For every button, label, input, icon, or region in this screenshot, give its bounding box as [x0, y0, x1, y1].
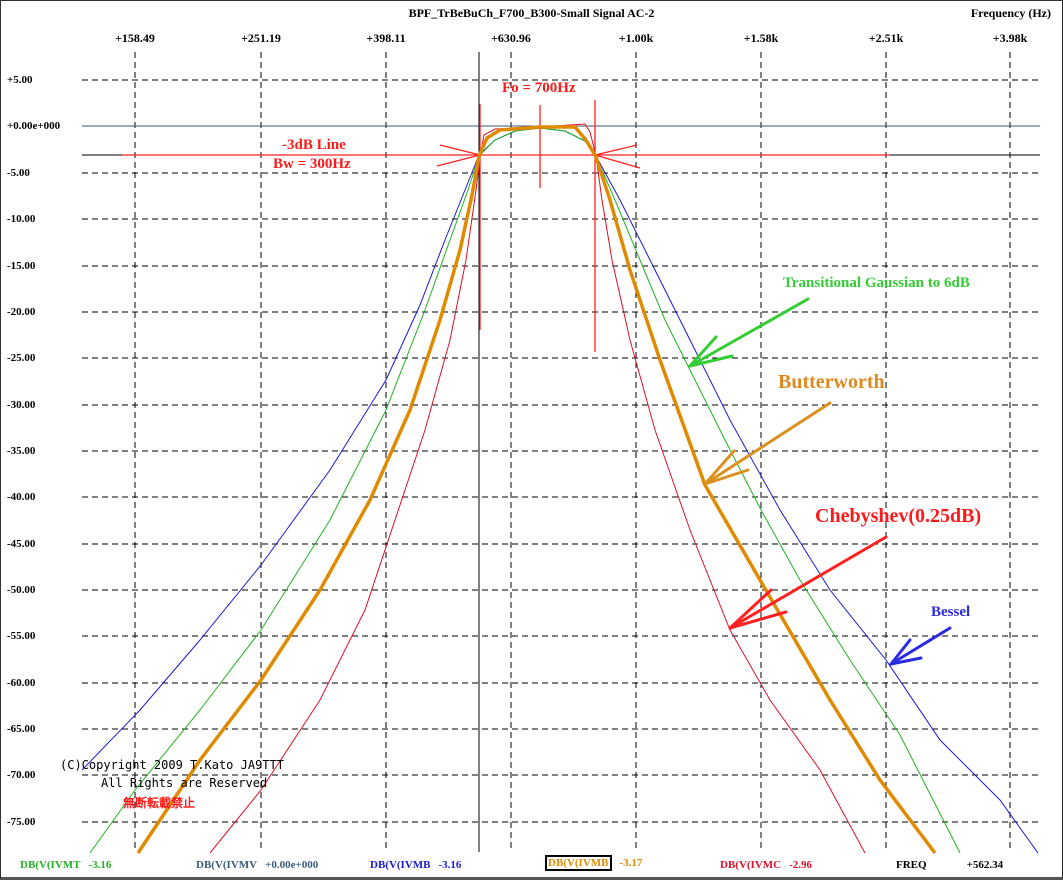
- legend-item-butterworth-selected[interactable]: DB(V(IVMB -3.17: [545, 855, 643, 871]
- butterworth-label: Butterworth: [778, 371, 885, 393]
- chebyshev-label: Chebyshev(0.25dB): [815, 505, 982, 527]
- legend-trace-value: -3.16: [88, 859, 112, 871]
- legend-trace-value: +562.34: [966, 859, 1004, 871]
- y-tick-label: -35.00: [7, 445, 36, 457]
- y-tick-label: -70.00: [7, 769, 36, 781]
- chebyshev-arrow-icon: [728, 535, 888, 630]
- y-tick-label: -75.00: [7, 816, 36, 828]
- y-tick-label: -65.00: [7, 723, 36, 735]
- plot-title: BPF_TrBeBuCh_F700_B300-Small Signal AC-2: [408, 6, 655, 20]
- legend-trace-name: DB(V(IVMC: [720, 859, 782, 871]
- y-tick-label: -45.00: [7, 538, 36, 550]
- minus3db-line-annotation: -3dB Line: [282, 137, 346, 153]
- bessel-trace: [81, 127, 1039, 854]
- y-tick-label: -10.00: [7, 213, 36, 225]
- horizontal-gridlines: [82, 79, 1040, 823]
- y-tick-label: +5.00: [7, 74, 33, 86]
- x-tick-label: +398.11: [366, 31, 406, 45]
- x-tick-label: +251.19: [241, 31, 281, 45]
- transitional-arrow-icon: [688, 297, 810, 368]
- x-tick-label: +158.49: [115, 31, 155, 45]
- y-tick-label: -5.00: [7, 167, 30, 179]
- legend-trace-value: -3.16: [438, 859, 462, 871]
- y-tick-label: -55.00: [7, 630, 36, 642]
- x-tick-label: +630.96: [491, 31, 531, 45]
- legend-trace-name: DB(V(IVMB: [545, 855, 612, 871]
- y-tick-label: +0.00e+000: [7, 120, 61, 132]
- butterworth-trace: [136, 125, 937, 855]
- legend-trace-value: -3.17: [619, 857, 643, 869]
- legend-trace-name: FREQ: [896, 859, 927, 871]
- vertical-gridlines: [134, 52, 1011, 852]
- y-tick-label: -15.00: [7, 260, 36, 272]
- y-tick-label: -25.00: [7, 352, 36, 364]
- legend-trace-name: DB(V(IVMV: [196, 859, 258, 871]
- legend-trace-value: +0.00e+000: [265, 859, 319, 871]
- x-tick-label: +1.58k: [743, 31, 779, 45]
- no-reproduction-line: 無断転載禁止: [123, 796, 196, 810]
- y-tick-label: -50.00: [7, 584, 36, 596]
- legend-trace-name: DB(V(IVMB: [370, 859, 431, 871]
- butterworth-arrow-icon: [703, 401, 832, 486]
- transitional-gaussian-trace: [89, 127, 961, 854]
- y-tick-label: -40.00: [7, 491, 36, 503]
- x-axis-unit-label: Frequency (Hz): [970, 6, 1051, 20]
- bessel-arrow-icon: [889, 626, 952, 666]
- y-tick-label: -60.00: [7, 677, 36, 689]
- transitional-label: Transitional Gaussian to 6dB: [783, 275, 970, 291]
- rights-line: All Rights are Reserved: [101, 776, 268, 790]
- legend-item-transitional[interactable]: DB(V(IVMT -3.16: [20, 859, 111, 871]
- bessel-label: Bessel: [931, 604, 971, 620]
- x-tick-label: +1.00k: [618, 31, 654, 45]
- legend-trace-value: -2.96: [789, 859, 813, 871]
- legend-trace-name: DB(V(IVMT: [20, 859, 81, 871]
- legend-item-chebyshev[interactable]: DB(V(IVMC -2.96: [720, 859, 812, 871]
- y-tick-label: -30.00: [7, 399, 36, 411]
- legend-item-reference[interactable]: DB(V(IVMV +0.00e+000: [196, 859, 318, 871]
- legend-item-freq[interactable]: FREQ +562.34: [896, 859, 1003, 871]
- legend-item-bessel[interactable]: DB(V(IVMB -3.16: [370, 859, 461, 871]
- y-tick-label: -20.00: [7, 306, 36, 318]
- chebyshev-trace: [209, 123, 866, 854]
- copyright-line: (C)Copyright 2009 T.Kato JA9TTT: [60, 758, 284, 772]
- x-tick-label: +3.98k: [992, 31, 1028, 45]
- x-tick-label: +2.51k: [868, 31, 904, 45]
- bandwidth-annotation: Bw = 300Hz: [273, 156, 351, 172]
- fo-annotation: Fo = 700Hz: [502, 80, 576, 96]
- minus3db-marker-lines: [122, 100, 890, 352]
